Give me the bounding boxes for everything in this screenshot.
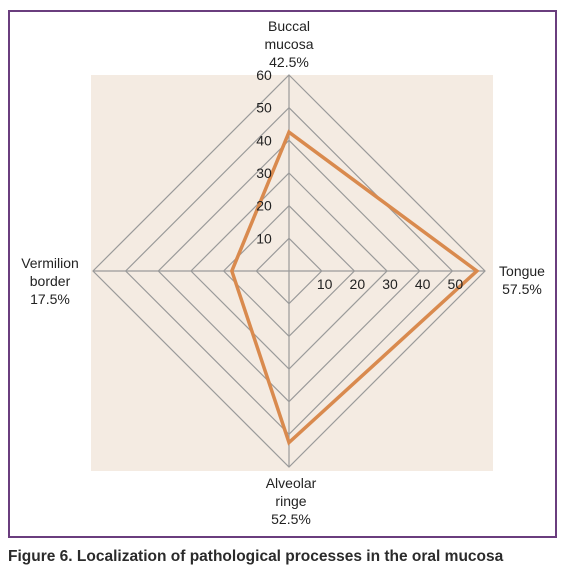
figure-caption: Figure 6. Localization of pathological p…: [8, 548, 504, 565]
tick-label-v-40: 40: [256, 132, 272, 148]
axis-label-2-line-2: 52.5%: [271, 511, 311, 527]
tick-label-v-60: 60: [256, 67, 272, 83]
axis-label-0-line-1: mucosa: [264, 36, 313, 52]
tick-labels: 10 20 30 40 50 60 10 20 30 40 50: [256, 67, 463, 292]
axis-label-3-line-0: Vermilion: [21, 255, 79, 271]
radar-grid: [92, 74, 486, 468]
axis-label-3-line-2: 17.5%: [30, 291, 70, 307]
axis-label-2-line-1: ringe: [275, 493, 306, 509]
tick-label-h-30: 30: [382, 276, 398, 292]
plot-background: [91, 75, 493, 471]
tick-label-h-50: 50: [448, 276, 464, 292]
tick-label-h-10: 10: [317, 276, 333, 292]
axis-label-1-line-0: Tongue: [499, 263, 545, 279]
axis-label-2-line-0: Alveolar: [266, 475, 317, 491]
tick-label-h-40: 40: [415, 276, 431, 292]
axis-label-1-line-1: 57.5%: [502, 281, 542, 297]
tick-label-v-50: 50: [256, 100, 272, 116]
axis-labels: Buccal mucosa 42.5% Tongue 57.5% Alveolar ring…: [21, 18, 545, 527]
axis-label-3-line-1: border: [30, 273, 71, 289]
axis-label-0-line-2: 42.5%: [269, 54, 309, 70]
tick-label-v-30: 30: [256, 165, 272, 181]
data-series: [229, 129, 480, 446]
tick-label-v-20: 20: [256, 198, 272, 214]
axis-label-0-line-0: Buccal: [268, 18, 310, 34]
tick-label-h-20: 20: [350, 276, 366, 292]
tick-label-v-10: 10: [256, 230, 272, 246]
